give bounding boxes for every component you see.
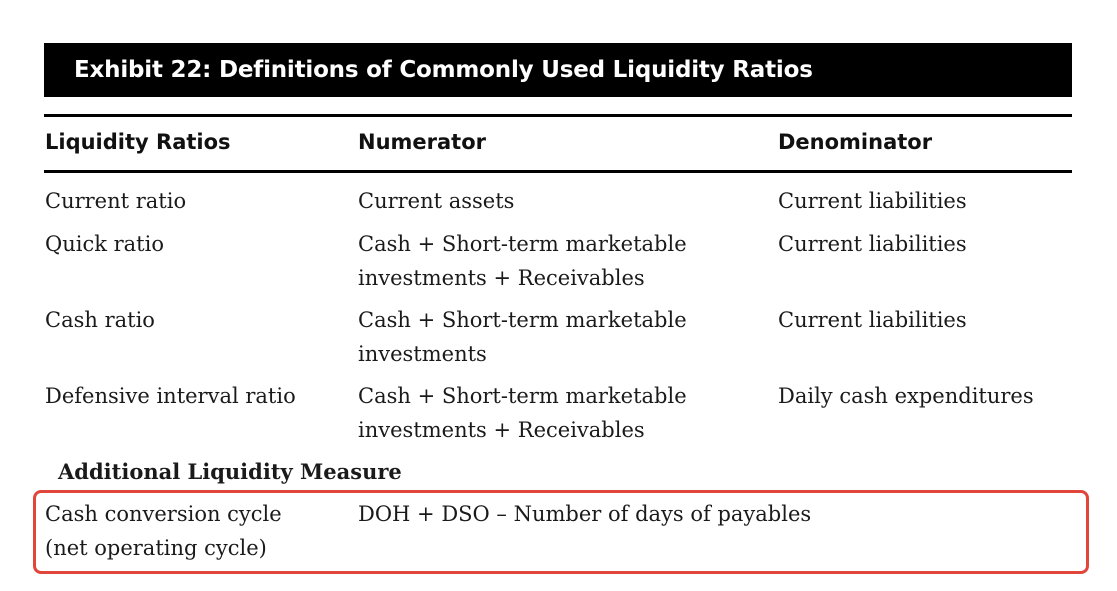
- row-quick-ratio-numerator-line1: Cash + Short-term marketable: [358, 232, 687, 256]
- row-cash-ratio-name: Cash ratio: [45, 308, 155, 332]
- exhibit-title: Exhibit 22: Definitions of Commonly Used…: [74, 57, 813, 83]
- row-cash-conversion-formula: DOH + DSO – Number of days of payables: [358, 502, 812, 526]
- row-quick-ratio-numerator-line2: investments + Receivables: [358, 266, 645, 290]
- row-defensive-interval-numerator-line1: Cash + Short-term marketable: [358, 384, 687, 408]
- row-defensive-interval-numerator-line2: investments + Receivables: [358, 418, 645, 442]
- header-liquidity-ratios: Liquidity Ratios: [45, 130, 231, 154]
- row-cash-ratio-denominator: Current liabilities: [778, 308, 967, 332]
- header-numerator: Numerator: [358, 130, 486, 154]
- row-defensive-interval-name: Defensive interval ratio: [45, 384, 296, 408]
- table-top-rule: [44, 114, 1072, 117]
- row-defensive-interval-denominator: Daily cash expenditures: [778, 384, 1034, 408]
- exhibit-banner: Exhibit 22: Definitions of Commonly Used…: [44, 43, 1072, 97]
- header-denominator: Denominator: [778, 130, 933, 154]
- row-cash-conversion-name-line1: Cash conversion cycle: [45, 502, 282, 526]
- row-cash-conversion-name-line2: (net operating cycle): [45, 536, 267, 560]
- additional-measure-label: Additional Liquidity Measure: [58, 459, 402, 484]
- highlight-box: [33, 490, 1089, 574]
- row-current-ratio-numerator: Current assets: [358, 189, 515, 213]
- row-cash-ratio-numerator-line1: Cash + Short-term marketable: [358, 308, 687, 332]
- row-current-ratio-name: Current ratio: [45, 189, 187, 213]
- row-quick-ratio-denominator: Current liabilities: [778, 232, 967, 256]
- row-cash-ratio-numerator-line2: investments: [358, 342, 487, 366]
- row-quick-ratio-name: Quick ratio: [45, 232, 164, 256]
- header-bottom-rule: [44, 170, 1072, 173]
- row-current-ratio-denominator: Current liabilities: [778, 189, 967, 213]
